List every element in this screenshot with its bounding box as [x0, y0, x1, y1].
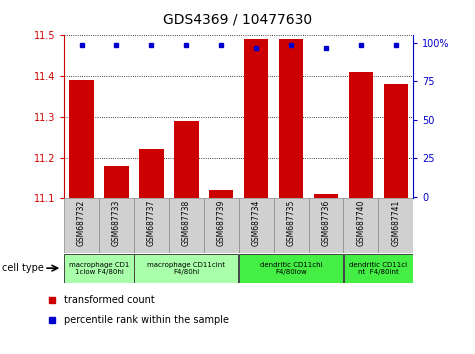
- Text: transformed count: transformed count: [64, 295, 155, 305]
- Text: percentile rank within the sample: percentile rank within the sample: [64, 315, 229, 325]
- Bar: [379, 198, 413, 253]
- Bar: [309, 198, 343, 253]
- Text: dendritic CD11chi
F4/80low: dendritic CD11chi F4/80low: [260, 262, 323, 275]
- Text: GSM687741: GSM687741: [391, 200, 400, 246]
- Text: GSM687732: GSM687732: [77, 200, 86, 246]
- Text: GSM687734: GSM687734: [252, 200, 261, 246]
- Text: GSM687740: GSM687740: [356, 200, 365, 246]
- Bar: [139, 149, 163, 198]
- Bar: [65, 254, 133, 282]
- Bar: [204, 198, 238, 253]
- Bar: [134, 254, 238, 282]
- Text: macrophage CD1
1clow F4/80hi: macrophage CD1 1clow F4/80hi: [69, 262, 129, 275]
- Bar: [244, 39, 268, 198]
- Bar: [69, 80, 94, 198]
- Text: GSM687735: GSM687735: [286, 200, 295, 246]
- Text: cell type: cell type: [2, 263, 44, 273]
- Bar: [169, 198, 204, 253]
- Bar: [209, 190, 233, 198]
- Bar: [239, 254, 343, 282]
- Bar: [349, 72, 373, 198]
- Text: GSM687739: GSM687739: [217, 200, 226, 246]
- Bar: [343, 198, 379, 253]
- Text: GSM687733: GSM687733: [112, 200, 121, 246]
- Bar: [174, 121, 199, 198]
- Bar: [238, 198, 274, 253]
- Bar: [104, 166, 129, 198]
- Text: GSM687738: GSM687738: [182, 200, 191, 246]
- Bar: [344, 254, 413, 282]
- Bar: [279, 39, 303, 198]
- Text: macrophage CD11cint
F4/80hi: macrophage CD11cint F4/80hi: [147, 262, 225, 275]
- Text: dendritic CD11ci
nt  F4/80int: dendritic CD11ci nt F4/80int: [349, 262, 408, 275]
- Bar: [99, 198, 134, 253]
- Text: GSM687737: GSM687737: [147, 200, 156, 246]
- Bar: [64, 198, 99, 253]
- Bar: [274, 198, 309, 253]
- Text: GDS4369 / 10477630: GDS4369 / 10477630: [163, 12, 312, 27]
- Bar: [384, 84, 408, 198]
- Text: GSM687736: GSM687736: [322, 200, 331, 246]
- Bar: [314, 194, 338, 198]
- Bar: [134, 198, 169, 253]
